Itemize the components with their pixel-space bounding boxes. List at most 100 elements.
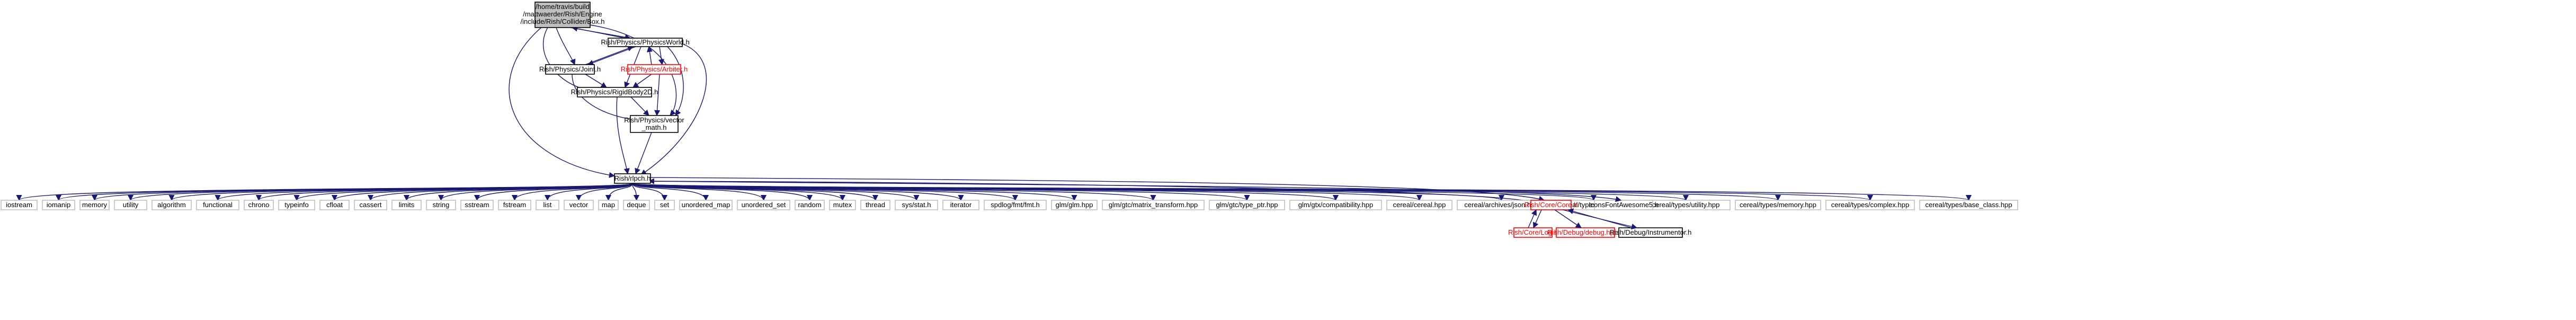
root-node-label-line-3: /include/Rish/Collider/Box.h [521,17,605,25]
leaf-node[interactable]: utility [114,200,147,210]
leaf-node[interactable]: vector [564,200,594,210]
leaf-node[interactable]: cereal/types/memory.hpp [1735,200,1821,210]
leaf-node[interactable]: glm/glm.hpp [1051,200,1098,210]
leaf-node[interactable]: iterator [942,200,979,210]
leaf-node[interactable]: limits [391,200,422,210]
node-rlpch[interactable]: Rish/rlpch.h [614,173,651,184]
leaf-node[interactable]: map [598,200,619,210]
leaf-node[interactable]: random [795,200,825,210]
leaf-node[interactable]: glm/gtx/compatibility.hpp [1289,200,1382,210]
leaf-node[interactable]: iostream [1,200,38,210]
node-rigidbody[interactable]: Rish/Physics/RigidBody2D.h [571,87,658,97]
leaf-node-label: iterator [950,201,972,209]
leaf-node-label: set [660,201,670,209]
leaf-node[interactable]: string [426,200,456,210]
leaf-node-label: list [543,201,552,209]
leaf-node[interactable]: deque [623,200,650,210]
leaf-node-label: cereal/archives/json.hpp [1464,201,1538,209]
leaf-node-label: limits [399,201,415,209]
leaf-node[interactable]: sys/stat.h [895,200,938,210]
leaf-node-label: iostream [6,201,32,209]
leaf-node-label: unordered_map [682,201,730,209]
leaf-node[interactable]: chrono [244,200,274,210]
leaf-node-label: glm/gtx/compatibility.hpp [1298,201,1373,209]
leaf-node[interactable]: cereal/cereal.hpp [1386,200,1452,210]
leaf-edge [293,183,633,201]
leaf-node-label: sstream [465,201,489,209]
leaf-node[interactable]: set [654,200,675,210]
leaf-node[interactable]: iomanip [42,200,75,210]
core-edges [650,181,1638,230]
leaf-node[interactable]: typeinfo [278,200,315,210]
node-debugbreak-label: Rish/Debug/debug.hpp.h [1547,228,1624,236]
leaf-node[interactable]: unordered_set [737,200,790,210]
leaf-node[interactable]: glm/gtc/type_ptr.hpp [1209,200,1285,210]
node-vector-math-label-line-2: _math.h [641,123,667,131]
leaf-node-label: memory [82,201,107,209]
root-node[interactable]: /home/travis/build /mattwaerder/Rish/Eng… [521,2,605,28]
leaf-node-label: cfloat [326,201,343,209]
leaf-edge [632,183,668,201]
leaf-node[interactable]: cereal/types/utility.hpp [1641,200,1731,210]
leaf-node-label: random [798,201,821,209]
leaf-node-label: cassert [360,201,382,209]
leaf-nodes: iostream iomanip memory utility algorithm fun… [1,200,2018,210]
leaf-edge [632,183,709,201]
node-vector-math-label-line-1: Rish/Physics/vector [624,116,684,124]
leaf-node-label: chrono [248,201,270,209]
leaf-node-label: mutex [833,201,852,209]
leaf-node[interactable]: list [536,200,559,210]
leaf-node[interactable]: memory [79,200,110,210]
root-node-label-line-2: /mattwaerder/Rish/Engine [523,10,602,18]
leaf-node[interactable]: mutex [829,200,856,210]
node-arbiter-label: Rish/Physics/Arbiter.h [621,65,688,73]
leaf-node-label: glm/glm.hpp [1056,201,1093,209]
node-core-label: Rish/Core/Core.h [1525,201,1577,209]
node-physics-world[interactable]: Rish/Physics/PhysicsWorld.h [601,38,690,47]
node-instrumentor[interactable]: Rish/Debug/Instrumentor.h [1610,227,1692,238]
node-joint-label: Rish/Physics/Joint.h [539,65,601,73]
leaf-node[interactable]: fstream [498,200,531,210]
leaf-node-label: iomanip [47,201,71,209]
leaf-node-label: deque [627,201,646,209]
leaf-node[interactable]: cereal/archives/json.hpp [1457,200,1546,210]
leaf-node[interactable]: spdlog/fmt/fmt.h [984,200,1047,210]
leaf-edges [16,183,1972,201]
leaf-node-label: cereal/types/base_class.hpp [1925,201,2012,209]
leaf-node-label: sys/stat.h [902,201,931,209]
node-debugbreak[interactable]: Rish/Debug/debug.hpp.h [1547,227,1624,238]
node-log-label: Rish/Core/Log.h [1508,228,1558,236]
node-rigidbody-label: Rish/Physics/RigidBody2D.h [571,88,658,96]
node-vector-math[interactable]: Rish/Physics/vector _math.h [624,115,684,133]
leaf-node[interactable]: cassert [354,200,387,210]
node-icons[interactable]: IconsFontAwesome5.h [1589,200,1659,210]
leaf-node[interactable]: cereal/types/base_class.hpp [1919,200,2018,210]
leaf-node-label: utility [123,201,139,209]
leaf-node[interactable]: unordered_map [679,200,733,210]
node-instrumentor-label: Rish/Debug/Instrumentor.h [1610,228,1692,236]
leaf-node[interactable]: cereal/types/complex.hpp [1825,200,1915,210]
leaf-node-label: typeinfo [284,201,309,209]
leaf-node-label: map [602,201,615,209]
node-arbiter[interactable]: Rish/Physics/Arbiter.h [621,64,688,75]
node-joint[interactable]: Rish/Physics/Joint.h [539,64,601,75]
leaf-edge [575,183,633,201]
leaf-node-label: vector [569,201,589,209]
leaf-node-label: fstream [503,201,526,209]
node-core[interactable]: Rish/Core/Core.h [1525,200,1577,210]
leaf-node-label: glm/gtc/matrix_transform.hpp [1109,201,1198,209]
leaf-node[interactable]: thread [860,200,890,210]
leaf-node-label: algorithm [157,201,185,209]
leaf-node-label: cereal/cereal.hpp [1393,201,1446,209]
leaf-node-label: unordered_set [742,201,786,209]
leaf-node[interactable]: cfloat [319,200,350,210]
leaf-node[interactable]: functional [196,200,239,210]
leaf-node[interactable]: algorithm [151,200,192,210]
leaf-node-label: spdlog/fmt/fmt.h [991,201,1039,209]
leaf-node-label: cereal/types/utility.hpp [1652,201,1720,209]
leaf-node[interactable]: sstream [460,200,494,210]
root-node-label-line-1: /home/travis/build [536,3,590,11]
node-icons-label: IconsFontAwesome5.h [1589,201,1659,209]
leaf-node[interactable]: glm/gtc/matrix_transform.hpp [1102,200,1205,210]
